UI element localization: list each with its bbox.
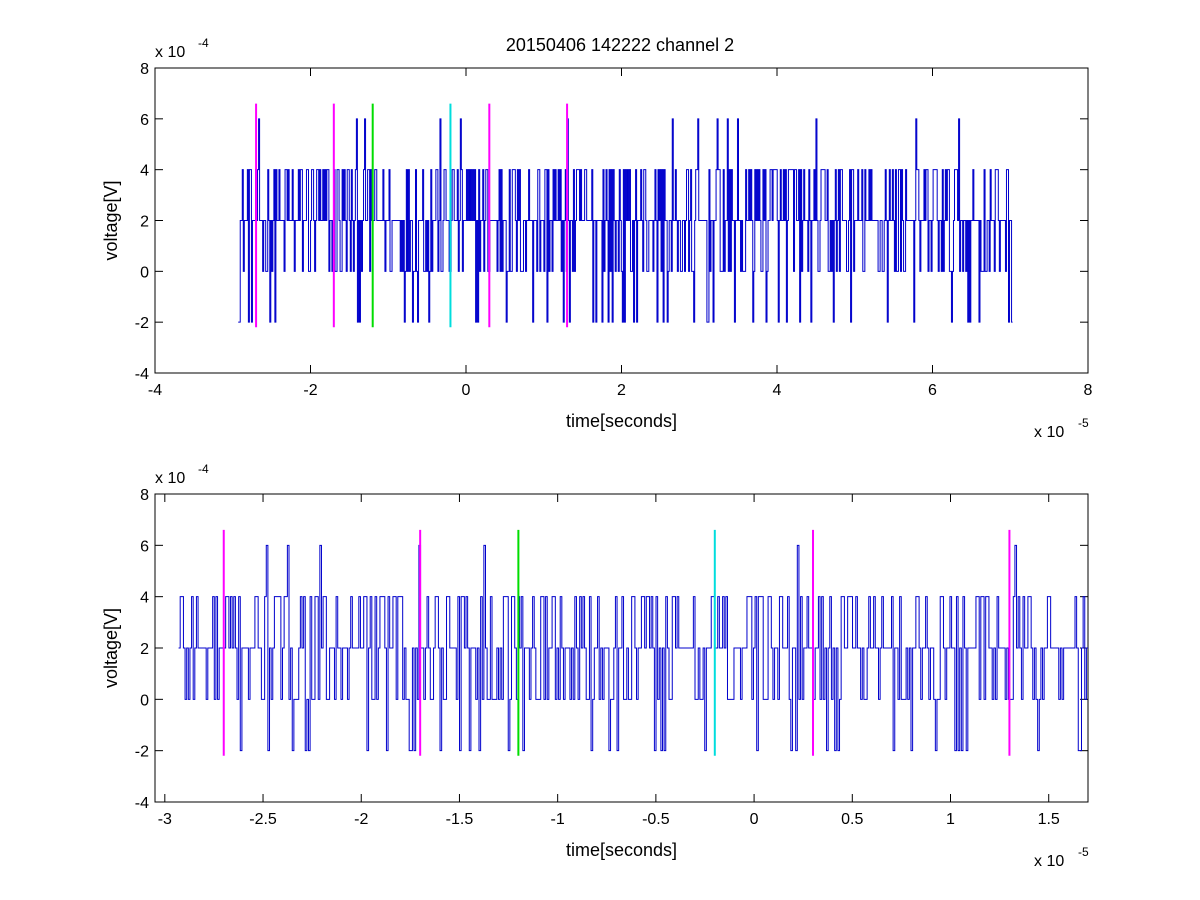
- y-axis-label: voltage[V]: [101, 180, 121, 260]
- y-tick-label: -2: [135, 315, 149, 332]
- y-tick-label: 2: [140, 641, 149, 658]
- x-multiplier: x 10: [1034, 853, 1064, 870]
- chart-title: 20150406 142222 channel 2: [506, 35, 734, 55]
- bottom-axes: -4 -2 0 2 4 6 8 -3 -2.5 -2 -1.5 -1 -0.5 0 0.5 1 1.5 time[…: [101, 462, 1089, 870]
- y-tick-label: 4: [140, 163, 149, 180]
- y-tick-label: 0: [140, 264, 149, 281]
- x-tick-label: -0.5: [642, 811, 670, 828]
- y-tick-label: 0: [140, 692, 149, 709]
- x-tick-label: -2: [354, 811, 368, 828]
- x-tick-label: 0.5: [841, 811, 863, 828]
- x-tick-label: 1: [946, 811, 955, 828]
- y-multiplier-exponent: -4: [198, 36, 209, 50]
- top-axes: -4 -2 0 2 4 6 8 -4 -2 0 2 4 6 8 time[seconds] voltage[V…: [101, 36, 1093, 441]
- x-tick-label: 1.5: [1038, 811, 1060, 828]
- y-multiplier-exponent: -4: [198, 462, 209, 476]
- x-axis-label: time[seconds]: [566, 411, 677, 431]
- x-tick-label: -1.5: [446, 811, 474, 828]
- x-tick-label: 2: [617, 382, 626, 399]
- y-tick-label: -2: [135, 744, 149, 761]
- y-multiplier: x 10: [155, 470, 185, 487]
- x-tick-label: 4: [773, 382, 782, 399]
- y-tick-label: 2: [140, 214, 149, 231]
- y-tick-label: 8: [140, 487, 149, 504]
- x-tick-label: -2.5: [249, 811, 277, 828]
- x-tick-label: 0: [462, 382, 471, 399]
- x-tick-label: 8: [1084, 382, 1093, 399]
- y-axis-label: voltage[V]: [101, 608, 121, 688]
- signal-trace: [238, 118, 1013, 323]
- y-tick-label: -4: [135, 366, 149, 383]
- x-tick-label: -3: [158, 811, 172, 828]
- x-multiplier-exponent: -5: [1078, 845, 1089, 859]
- x-tick-label: -4: [148, 382, 162, 399]
- x-tick-label: 0: [750, 811, 759, 828]
- x-multiplier: x 10: [1034, 424, 1064, 441]
- y-multiplier: x 10: [155, 44, 185, 61]
- x-tick-label: -2: [303, 382, 317, 399]
- y-tick-label: 4: [140, 590, 149, 607]
- y-tick-label: 8: [140, 61, 149, 78]
- x-tick-label: 6: [928, 382, 937, 399]
- x-axis-label: time[seconds]: [566, 840, 677, 860]
- y-tick-label: -4: [135, 795, 149, 812]
- x-multiplier-exponent: -5: [1078, 416, 1089, 430]
- x-tick-label: -1: [551, 811, 565, 828]
- signal-trace: [178, 544, 1088, 752]
- y-tick-label: 6: [140, 112, 149, 129]
- y-tick-label: 6: [140, 538, 149, 555]
